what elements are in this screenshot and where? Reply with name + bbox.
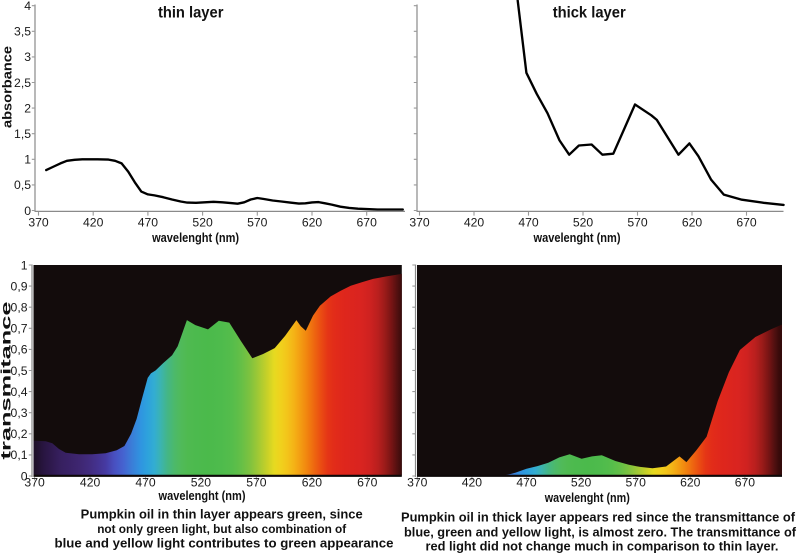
svg-text:not only green light, but also: not only green light, but also combinati… (97, 522, 346, 536)
svg-text:620: 620 (302, 216, 323, 230)
svg-text:blue, green and yellow light,: blue, green and yellow light, is almost … (404, 525, 797, 540)
svg-text:red light did not change much: red light did not change much in compari… (426, 539, 779, 553)
svg-text:570: 570 (247, 216, 268, 230)
svg-text:0,1: 0,1 (11, 448, 28, 462)
svg-text:370: 370 (24, 475, 45, 489)
svg-text:670: 670 (357, 475, 378, 489)
svg-text:620: 620 (680, 475, 701, 489)
svg-text:620: 620 (682, 216, 703, 230)
svg-text:2: 2 (24, 101, 31, 115)
svg-text:1: 1 (24, 153, 31, 167)
svg-text:520: 520 (192, 216, 213, 230)
svg-text:0: 0 (24, 204, 31, 218)
svg-text:thin layer: thin layer (158, 4, 224, 21)
svg-text:4: 4 (24, 0, 31, 13)
svg-text:2,5: 2,5 (14, 76, 31, 90)
svg-text:620: 620 (302, 475, 323, 489)
svg-text:0,5: 0,5 (14, 178, 31, 192)
svg-text:1: 1 (21, 258, 28, 272)
svg-text:3: 3 (24, 50, 31, 64)
svg-text:470: 470 (138, 216, 159, 230)
svg-text:520: 520 (191, 475, 212, 489)
svg-text:Pumpkin oil in thick layer app: Pumpkin oil in thick layer appears red s… (401, 509, 796, 524)
svg-text:470: 470 (516, 475, 537, 489)
svg-text:thick layer: thick layer (553, 4, 626, 21)
svg-text:370: 370 (409, 216, 430, 230)
svg-text:420: 420 (464, 216, 485, 230)
svg-text:wavelenght (nm): wavelenght (nm) (158, 489, 246, 503)
svg-text:370: 370 (407, 475, 428, 489)
svg-text:570: 570 (627, 216, 648, 230)
svg-text:3,5: 3,5 (14, 25, 31, 39)
svg-text:0,8: 0,8 (11, 301, 28, 315)
svg-text:0,3: 0,3 (11, 406, 28, 420)
svg-text:Pumpkin oil in thin layer appe: Pumpkin oil in thin layer appears green,… (81, 507, 363, 522)
svg-text:420: 420 (462, 475, 483, 489)
svg-text:470: 470 (135, 475, 156, 489)
svg-text:absorbance: absorbance (0, 46, 15, 128)
svg-text:470: 470 (518, 216, 539, 230)
svg-text:520: 520 (573, 216, 594, 230)
svg-text:370: 370 (28, 216, 49, 230)
svg-text:wavelenght (nm): wavelenght (nm) (533, 231, 621, 245)
svg-text:transmitance: transmitance (0, 301, 13, 459)
svg-text:wavelenght (nm): wavelenght (nm) (544, 491, 630, 505)
svg-text:0,4: 0,4 (11, 385, 28, 399)
svg-text:570: 570 (246, 475, 267, 489)
svg-text:520: 520 (571, 475, 592, 489)
svg-text:670: 670 (357, 216, 378, 230)
svg-text:blue and yellow light contribu: blue and yellow light contributes to gre… (55, 536, 394, 551)
svg-text:670: 670 (736, 216, 757, 230)
svg-text:1,5: 1,5 (14, 127, 31, 141)
svg-text:0,7: 0,7 (11, 322, 28, 336)
svg-text:0: 0 (21, 469, 28, 483)
svg-text:570: 570 (626, 475, 647, 489)
svg-text:wavelenght (nm): wavelenght (nm) (151, 231, 239, 245)
svg-text:0,2: 0,2 (11, 427, 28, 441)
svg-text:670: 670 (735, 475, 756, 489)
svg-text:0,6: 0,6 (11, 343, 28, 357)
svg-text:0,9: 0,9 (11, 279, 28, 293)
svg-text:0,5: 0,5 (11, 364, 28, 378)
svg-text:420: 420 (83, 216, 104, 230)
svg-text:420: 420 (80, 475, 101, 489)
